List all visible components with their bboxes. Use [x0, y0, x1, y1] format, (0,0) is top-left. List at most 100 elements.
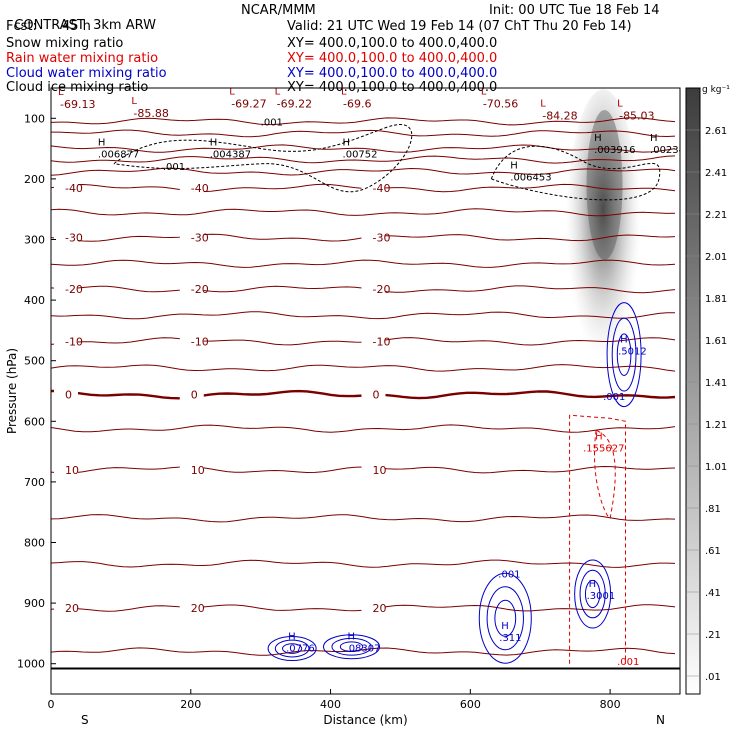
- contour-label-bg: [53, 463, 78, 477]
- colorbar-label: .41: [705, 588, 721, 599]
- temperature-contour-label: -40: [65, 182, 83, 195]
- min-value-label: -70.56: [483, 97, 518, 110]
- cloud-contour-label: .001: [603, 392, 625, 403]
- snow-max-marker: H: [594, 133, 602, 144]
- snow-max-marker: H: [98, 138, 106, 149]
- y-tick-label: 100: [24, 112, 45, 125]
- temperature-contour-label: 20: [65, 602, 79, 615]
- model-name: 3km ARW: [93, 18, 156, 33]
- min-marker: L: [481, 86, 487, 97]
- snow-max-label: .003916: [594, 145, 635, 156]
- cloud-water-max-marker: H: [620, 335, 628, 346]
- x-tick-label: 0: [48, 698, 55, 711]
- temperature-contour-label: 0: [372, 389, 379, 402]
- min-value-label: -84.28: [542, 109, 577, 122]
- colorbar-unit: g kg⁻¹: [702, 85, 730, 95]
- contour-label-bg: [361, 463, 386, 477]
- plot-frame: [50, 87, 681, 695]
- header-row-1: CONTRAST 3km ARW: [6, 3, 156, 33]
- temperature-contour: [51, 208, 676, 217]
- x-tick-label: 200: [180, 698, 201, 711]
- colorbar-label: 2.21: [705, 210, 727, 221]
- snow-contour: [490, 145, 661, 201]
- project-name: CONTRAST: [14, 18, 85, 33]
- snow-max-marker: H: [210, 138, 218, 149]
- temperature-contour-label: -40: [191, 182, 209, 195]
- min-marker: L: [617, 98, 623, 109]
- field-name-cloud-water: Cloud water mixing ratio: [6, 66, 167, 81]
- contour-label-bg: [179, 231, 204, 245]
- contour-label-bg: [179, 463, 204, 477]
- plot-border: [50, 87, 681, 695]
- cloud-water-contour: [611, 317, 637, 392]
- rain-max-marker: H: [595, 432, 603, 443]
- min-marker: L: [341, 86, 347, 97]
- valid-time: Valid: 21 UTC Wed 19 Feb 14 (07 ChT Thu …: [287, 19, 632, 34]
- cloud-water-contour: [323, 634, 381, 660]
- min-value-label: -69.22: [277, 97, 312, 110]
- x-tick-label: 800: [600, 698, 621, 711]
- rain-max-label: .155627: [583, 444, 624, 455]
- contour-label-bg: [179, 335, 204, 349]
- contour-label-bg: [53, 335, 78, 349]
- x-tick-label: 400: [320, 698, 341, 711]
- temperature-contour-label: -30: [65, 232, 83, 245]
- y-tick-label: 400: [24, 294, 45, 307]
- temperature-contour-label: 10: [191, 464, 205, 477]
- field-xy-rain: XY= 400.0,100.0 to 400.0,400.0: [287, 51, 498, 66]
- temperature-contour: [51, 167, 676, 176]
- min-marker: L: [275, 86, 281, 97]
- min-value-label: -85.03: [619, 109, 654, 122]
- colorbar-label: .61: [705, 546, 721, 557]
- contour-label-bg: [53, 601, 78, 615]
- y-tick-label: 600: [24, 415, 45, 428]
- temperature-contour-label: -10: [372, 335, 390, 348]
- cloud-water-contour: [282, 643, 303, 654]
- cloud-water-contour: [616, 333, 632, 376]
- min-value-label: -69.13: [60, 98, 95, 111]
- field-xy-cloud-water: XY= 400.0,100.0 to 400.0,400.0: [287, 66, 498, 81]
- field-xy-snow: XY= 400.0,100.0 to 400.0,400.0: [287, 36, 498, 51]
- cloud-ice-plume: [565, 89, 642, 390]
- snow-max-label: .00752: [343, 150, 378, 161]
- cloud-water-contour: [486, 586, 524, 651]
- temperature-contour: [51, 559, 676, 568]
- contour-label-bg: [361, 601, 386, 615]
- south-label: S: [81, 713, 89, 727]
- colorbar-label: 1.61: [705, 336, 727, 347]
- snow-max-label: .006877: [98, 150, 139, 161]
- cloud-water-contour: [579, 569, 606, 619]
- y-tick-label: 700: [24, 476, 45, 489]
- cloud-water-contour: [574, 559, 612, 629]
- forecast-label: Fcst:: [6, 19, 37, 34]
- temperature-contour: [51, 144, 676, 153]
- rain-contour: [569, 414, 626, 664]
- temperature-contour-label: -30: [191, 232, 209, 245]
- contour-label-bg: [53, 181, 78, 195]
- min-value-label: -85.88: [133, 107, 168, 120]
- y-tick-label: 200: [24, 173, 45, 186]
- y-tick-label: 500: [24, 355, 45, 368]
- temperature-contour-label: -10: [191, 335, 209, 348]
- snow-max-marker: H: [510, 161, 518, 172]
- contour-label-bg: [179, 388, 204, 402]
- contour-label-bg: [361, 181, 386, 195]
- temperature-contour: [51, 647, 676, 656]
- x-tick-label: 600: [460, 698, 481, 711]
- snow-max-label: .00234: [650, 145, 685, 156]
- x-axis-title: Distance (km): [323, 713, 407, 727]
- temperature-contour-label: 0: [191, 389, 198, 402]
- cloud-water-max-marker: H: [501, 621, 509, 632]
- cloud-water-contour: [267, 636, 317, 662]
- y-tick-label: 900: [24, 597, 45, 610]
- snow-contour-label: .001: [261, 118, 283, 129]
- temperature-contour-label: 20: [372, 602, 386, 615]
- temperature-contour-label: -10: [65, 335, 83, 348]
- temperature-contour: [51, 259, 676, 268]
- colorbar-label: .81: [705, 504, 721, 515]
- y-tick-label: 300: [24, 234, 45, 247]
- temperature-contour: [51, 129, 676, 138]
- cloud-water-contour: [478, 572, 532, 664]
